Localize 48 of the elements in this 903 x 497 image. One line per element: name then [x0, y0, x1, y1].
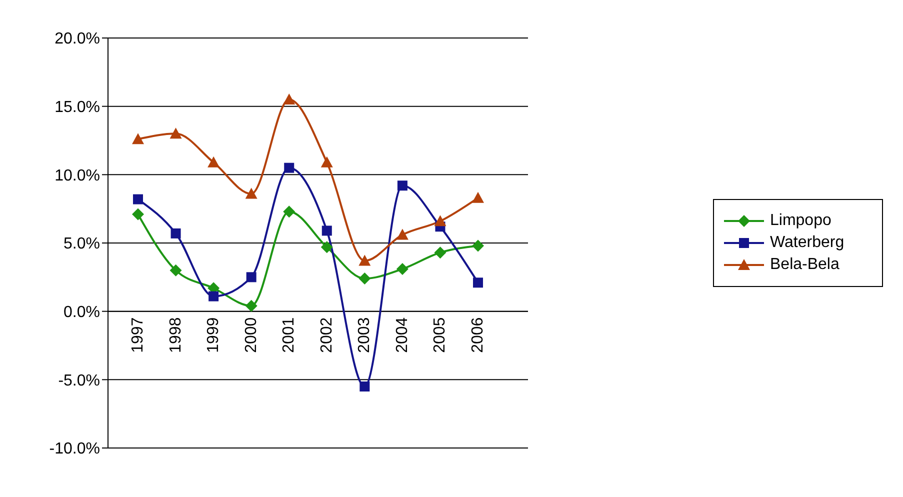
- legend-label: Limpopo: [770, 212, 832, 230]
- point: [246, 272, 256, 282]
- point: [358, 254, 371, 266]
- y-tick-label: 15.0%: [54, 99, 100, 116]
- point: [245, 188, 258, 199]
- point: [358, 272, 371, 285]
- point: [170, 128, 182, 139]
- point: [473, 278, 483, 288]
- point: [360, 382, 370, 392]
- x-tick-label: 2006: [470, 317, 486, 353]
- y-tick-label: -10.0%: [49, 440, 100, 458]
- y-tick-label: 0.0%: [64, 304, 100, 322]
- y-tick-label: 5.0%: [64, 236, 100, 253]
- legend-label: Bela-Bela: [770, 256, 840, 274]
- point: [283, 94, 296, 104]
- point: [320, 241, 333, 254]
- point: [208, 291, 219, 302]
- x-tick-label: 1999: [205, 317, 222, 353]
- x-tick-label: 2000: [242, 317, 260, 353]
- legend-label: Waterberg: [770, 234, 844, 252]
- x-tick-label: 1998: [167, 317, 184, 353]
- point: [132, 208, 144, 220]
- point: [284, 162, 294, 173]
- point: [434, 215, 446, 226]
- point: [397, 180, 408, 191]
- point: [208, 156, 220, 168]
- y-tick-label: 10.0%: [54, 167, 100, 184]
- point: [320, 156, 333, 168]
- point: [434, 246, 446, 259]
- y-tick-label: 20.0%: [54, 30, 100, 48]
- point: [472, 192, 484, 203]
- x-tick-label: 2003: [356, 317, 374, 353]
- point: [170, 264, 182, 276]
- x-tick-label: 2005: [432, 317, 449, 353]
- point: [472, 240, 484, 252]
- point: [170, 228, 181, 238]
- point: [133, 194, 143, 204]
- point: [245, 300, 258, 312]
- y-tick-label: -5.0%: [58, 372, 100, 390]
- x-tick-label: 2004: [394, 317, 411, 353]
- point: [132, 133, 144, 144]
- point: [396, 228, 408, 240]
- x-tick-label: 1997: [130, 317, 146, 353]
- x-tick-label: 2001: [280, 317, 298, 353]
- point: [322, 226, 332, 236]
- x-tick-label: 2002: [318, 317, 336, 353]
- point: [396, 262, 408, 275]
- point: [283, 206, 296, 218]
